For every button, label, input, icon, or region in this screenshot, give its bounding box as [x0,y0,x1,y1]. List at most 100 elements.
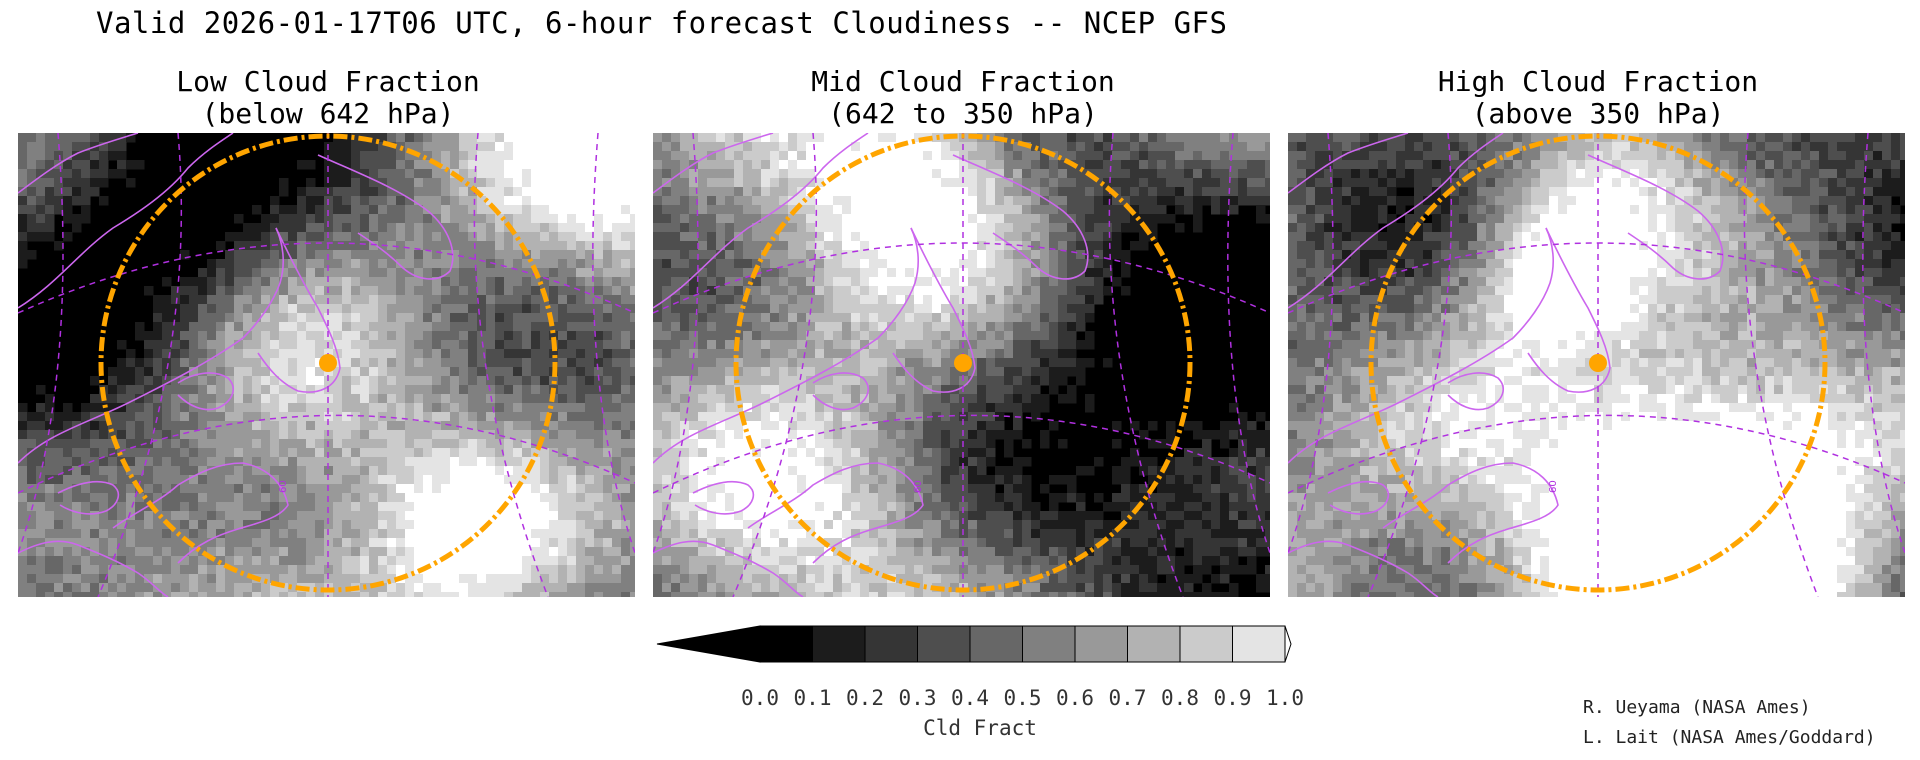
coastline [112,462,289,564]
graticule-line [592,133,635,554]
colorbar-extend-high [1284,625,1292,663]
location-marker [954,354,972,372]
colorbar-swatch [917,625,971,663]
colorbar-tick-label: 0.3 [898,686,937,710]
colorbar [655,624,1295,670]
graticule-line [18,133,64,554]
lat-label: 60 [1548,480,1559,493]
lat-label: 60 [278,480,289,493]
map-panel-low: 60 [18,133,635,597]
panel-title: Mid Cloud Fraction [811,65,1115,98]
coastline [692,481,755,515]
coastline [653,133,869,309]
coastlines [1288,133,1724,597]
panel-title: High Cloud Fraction [1437,65,1759,98]
coastline [317,154,454,280]
map-panel-mid: 60 [653,133,1270,597]
colorbar-swatch [812,625,866,663]
panel-subtitle: (above 350 hPa) [1471,97,1725,130]
graticule-line [18,414,635,494]
colorbar-swatch [864,625,918,663]
graticule-line [1862,133,1905,554]
coastline [18,133,139,194]
coastlines [18,133,454,597]
coastline [18,133,234,309]
colorbar-swatch [1232,625,1286,663]
coastline [1447,372,1504,411]
colorbar-swatch [1074,625,1128,663]
coastline [812,372,869,411]
coastline [1288,540,1439,597]
coastline [1382,462,1559,564]
graticule-line [1288,133,1334,554]
coastline [1288,133,1409,194]
colorbar-tick-label: 0.6 [1056,686,1094,710]
location-marker [319,354,337,372]
cloud-field [1288,133,1905,597]
colorbar-tick-label: 0.7 [1108,686,1147,710]
cloud-map: 60 [653,133,1270,597]
range-ring [98,133,558,593]
lat-label: 60 [913,480,924,493]
panel-title-mid: Mid Cloud Fraction (642 to 350 hPa) [653,66,1273,130]
colorbar-tick-label: 0.0 [741,686,779,710]
coastline [257,227,341,393]
graticule-line [732,133,818,597]
colorbar-tick-label: 0.8 [1161,686,1199,710]
graticule-line [1743,133,1819,597]
map-panel-high: 60 [1288,133,1905,597]
panel-title-high: High Cloud Fraction (above 350 hPa) [1288,66,1908,130]
coastlines [653,133,1089,597]
colorbar-extend-low [656,625,761,663]
graticule-line [97,133,183,597]
coastline [1327,481,1390,515]
graticule-line [1108,133,1184,597]
graticule-line [1367,133,1453,597]
cloud-field [18,133,635,597]
coastline [57,481,120,515]
colorbar-swatch [969,625,1023,663]
colorbar-swatch [759,625,813,663]
colorbar-tick-label: 0.2 [846,686,884,710]
location-marker [1589,354,1607,372]
panel-title-low: Low Cloud Fraction (below 642 hPa) [18,66,638,130]
graticule-line [653,133,699,554]
figure-title: Valid 2026-01-17T06 UTC, 6-hour forecast… [96,6,1228,40]
coastline [1587,154,1724,280]
colorbar-tick-label: 0.5 [1003,686,1042,710]
cloud-map: 60 [18,133,635,597]
coastline [177,372,234,411]
graticule-line [1227,133,1270,554]
graticule-line [1288,414,1905,494]
colorbar-graphic [656,625,1292,663]
graticule-line [473,133,549,597]
colorbar-swatch [1022,625,1076,663]
credits: R. Ueyama (NASA Ames) L. Lait (NASA Ames… [1583,693,1876,753]
coastline [18,540,169,597]
coastline [653,540,804,597]
credit-line: R. Ueyama (NASA Ames) [1583,697,1811,718]
colorbar-tick-label: 1.0 [1266,686,1304,710]
coastline [653,227,920,464]
coastline [1288,227,1555,464]
graticule [1288,133,1905,597]
range-ring [733,133,1193,593]
coastline [1288,133,1504,309]
credit-line: L. Lait (NASA Ames/Goddard) [1583,727,1876,748]
coastline [747,462,924,564]
coastline [18,227,285,464]
coastline [952,154,1089,280]
panel-subtitle: (642 to 350 hPa) [828,97,1098,130]
range-ring [1368,133,1828,593]
colorbar-tick-label: 0.9 [1213,686,1252,710]
graticule-line [653,414,1270,494]
coastline [653,133,774,194]
coastline [892,227,976,393]
panel-subtitle: (below 642 hPa) [201,97,455,130]
colorbar-swatch [1127,625,1181,663]
colorbar-tick-label: 0.1 [793,686,832,710]
colorbar-label: Cld Fract [923,716,1037,740]
coastline [1527,227,1611,393]
colorbar-tick-label: 0.4 [951,686,989,710]
cloud-map: 60 [1288,133,1905,597]
